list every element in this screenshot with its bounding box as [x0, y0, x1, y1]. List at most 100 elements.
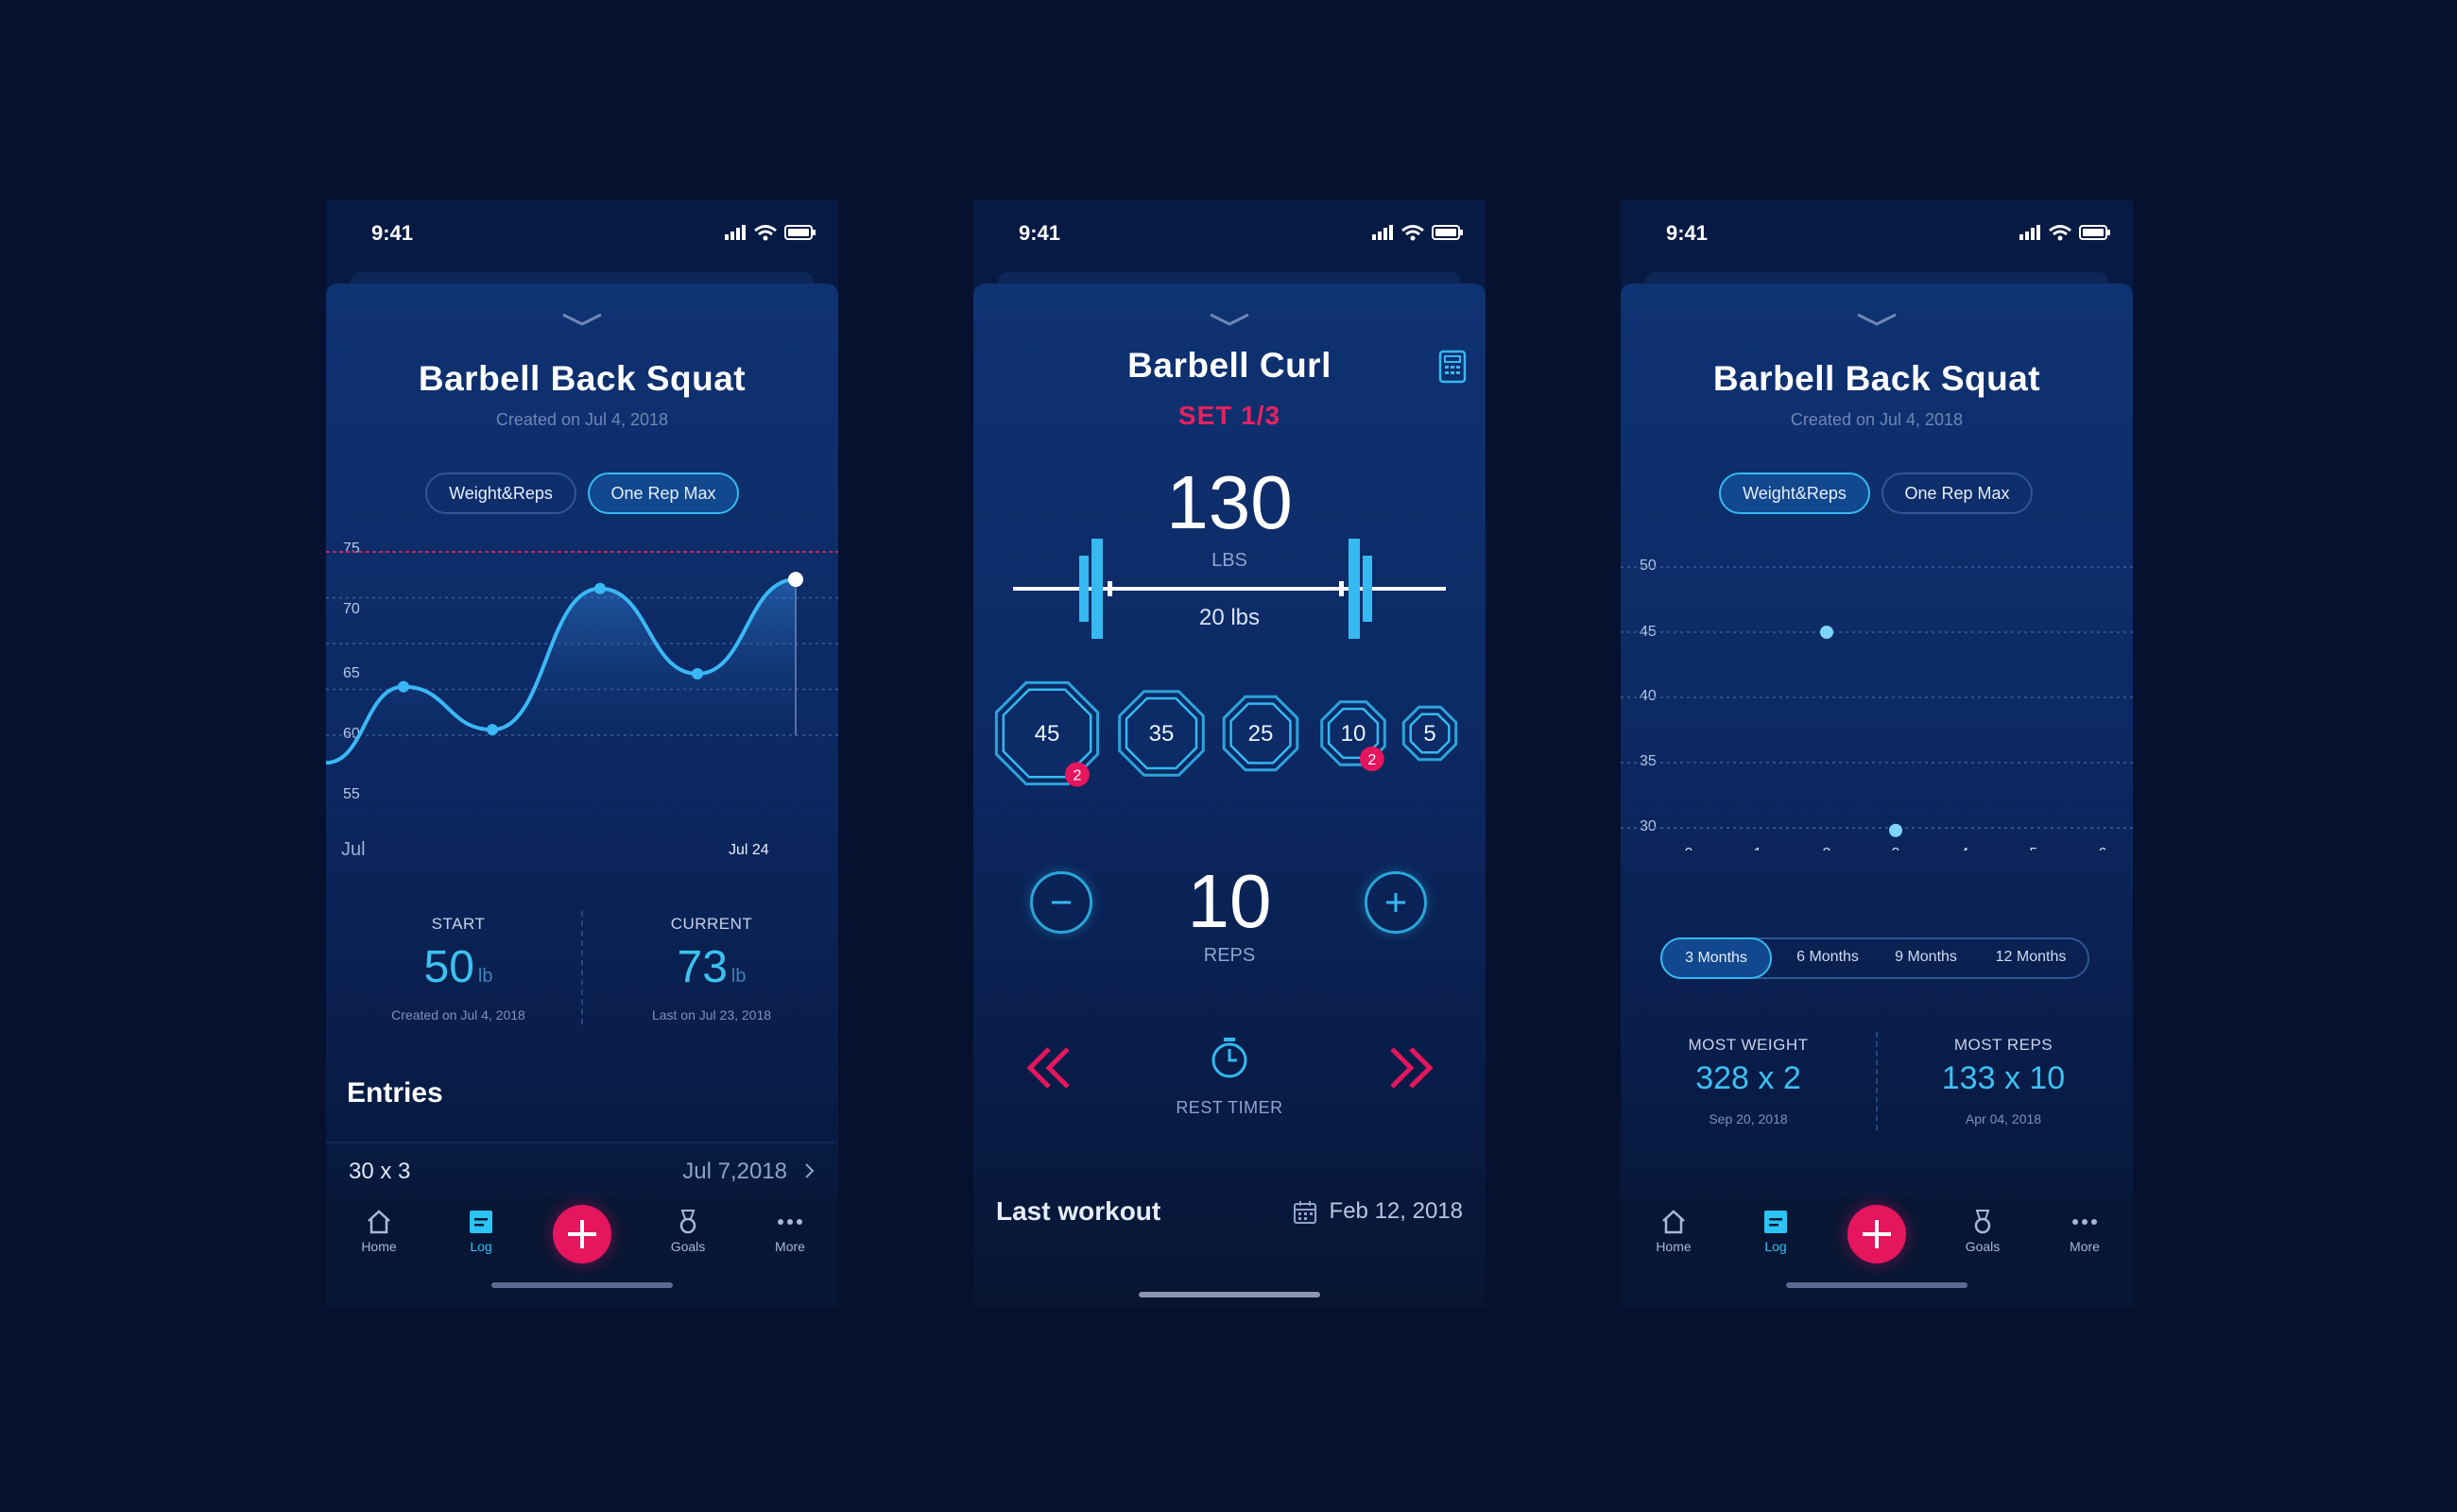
status-time: 9:41 — [1019, 221, 1061, 245]
tab-log[interactable]: Log — [443, 1209, 519, 1254]
add-fab-button[interactable] — [553, 1205, 611, 1263]
entry-row[interactable]: 30 x 3 Jul 7,2018 — [326, 1153, 838, 1191]
most-weight-value: 328 x 2 — [1695, 1060, 1801, 1096]
barbell-plate-left-small — [1079, 556, 1089, 622]
exercise-sheet: Barbell Back Squat Created on Jul 4, 201… — [1621, 284, 2133, 1308]
y-tick-label: 40 — [1640, 688, 1657, 704]
add-fab-button[interactable] — [1847, 1205, 1906, 1263]
current-unit: lb — [730, 966, 747, 987]
range-6-months[interactable]: 6 Months — [1796, 949, 1859, 965]
tab-more[interactable]: More — [2047, 1209, 2122, 1254]
x-axis-end-label: Jul 24 — [729, 842, 769, 858]
status-icons — [2019, 225, 2110, 241]
tab-more[interactable]: More — [752, 1209, 828, 1254]
tab-goals[interactable]: Goals — [650, 1209, 726, 1254]
x-tick-label: 4 — [1961, 846, 1969, 850]
y-tick-label: 30 — [1640, 818, 1657, 834]
status-bar: 9:41 — [326, 200, 838, 282]
plate-25-button[interactable]: 25 — [1222, 695, 1299, 772]
wifi-icon — [2049, 225, 2071, 236]
home-icon — [368, 1210, 390, 1234]
tab-home[interactable]: Home — [1636, 1209, 1711, 1254]
home-indicator — [1139, 1292, 1320, 1297]
chevron-down-icon[interactable] — [561, 312, 603, 327]
range-12-months[interactable]: 12 Months — [1995, 949, 2067, 965]
chevron-down-icon[interactable] — [1856, 312, 1898, 327]
tab-log-label: Log — [470, 1239, 492, 1254]
plate-45-button[interactable]: 45 2 — [994, 680, 1100, 787]
barbell-collar-right — [1339, 581, 1344, 596]
current-number: 73 — [677, 942, 728, 992]
entry-date: Jul 7,2018 — [682, 1159, 787, 1184]
decrement-reps-button[interactable] — [1030, 871, 1092, 934]
most-reps-label: MOST REPS — [1953, 1036, 2053, 1054]
last-workout-date[interactable]: Feb 12, 2018 — [1329, 1198, 1463, 1224]
current-sub: Last on Jul 23, 2018 — [651, 1007, 772, 1022]
status-bar: 9:41 — [1621, 200, 2133, 282]
start-value: 50 lb — [364, 941, 553, 993]
plate-outer-ring — [1320, 700, 1386, 766]
battery-icon — [784, 225, 816, 240]
plate-5-button[interactable]: 5 — [1401, 705, 1458, 762]
data-point — [594, 582, 606, 594]
tab-log[interactable]: Log — [1738, 1209, 1813, 1254]
reps-label: REPS — [1203, 945, 1256, 966]
data-point — [788, 572, 803, 588]
tab-home-label: Home — [361, 1239, 397, 1254]
y-tick-label: 50 — [1640, 558, 1657, 574]
plate-inner-ring — [1125, 696, 1198, 770]
chevron-down-icon[interactable] — [1209, 312, 1250, 327]
plate-outer-ring — [1118, 690, 1205, 777]
range-3-months[interactable]: 3 Months — [1660, 937, 1772, 979]
more-dots-icon — [2072, 1219, 2097, 1225]
plus-icon — [1386, 893, 1405, 912]
segment-weight-reps[interactable]: Weight&Reps — [1719, 472, 1870, 514]
segment-one-rep-max[interactable]: One Rep Max — [588, 472, 739, 514]
exercise-title: Barbell Curl — [1127, 346, 1332, 385]
plate-35-button[interactable]: 35 — [1118, 690, 1205, 777]
battery-icon — [1432, 225, 1463, 240]
home-icon — [1662, 1210, 1685, 1234]
previous-set-double-chevron-icon[interactable] — [1026, 1045, 1074, 1091]
next-set-double-chevron-icon[interactable] — [1386, 1045, 1434, 1091]
current-value: 73 lb — [617, 941, 806, 993]
data-point — [1889, 823, 1902, 837]
plus-icon — [1863, 1220, 1891, 1248]
chart-area — [326, 579, 796, 764]
segment-weight-reps[interactable]: Weight&Reps — [425, 472, 576, 514]
entries-heading: Entries — [347, 1077, 443, 1108]
reps-value: 10 — [1187, 859, 1272, 943]
tab-goals[interactable]: Goals — [1945, 1209, 2020, 1254]
tab-log-label: Log — [1764, 1239, 1787, 1254]
plus-icon — [568, 1220, 596, 1248]
y-tick-label: 65 — [343, 665, 360, 681]
phone-screen-workout: 9:41 Barbell Curl SET 1/3 130 LBS 20 — [973, 200, 1486, 1308]
y-tick-label: 70 — [343, 601, 360, 617]
plate-count-badge — [1359, 747, 1384, 771]
segment-one-rep-max[interactable]: One Rep Max — [1881, 472, 2033, 514]
most-reps-date: Apr 04, 2018 — [1965, 1111, 2042, 1126]
start-number: 50 — [423, 942, 474, 992]
minus-icon — [1052, 901, 1071, 904]
plate-10-button[interactable]: 102 — [1320, 700, 1386, 771]
plate-label: 45 — [1035, 721, 1060, 747]
plate-outer-ring — [1222, 695, 1299, 772]
y-tick-label: 55 — [343, 786, 360, 802]
plate-count-badge — [1064, 762, 1090, 787]
plate-label: 10 — [1341, 721, 1366, 747]
range-9-months[interactable]: 9 Months — [1895, 949, 1957, 965]
data-point — [1820, 626, 1833, 639]
stopwatch-icon[interactable] — [1209, 1036, 1250, 1079]
signal-icon — [725, 225, 746, 240]
tab-more-label: More — [2070, 1239, 2100, 1254]
plate-inner-ring — [1229, 702, 1292, 765]
x-tick-label: 0 — [1685, 846, 1693, 850]
calculator-icon[interactable] — [1438, 350, 1467, 384]
increment-reps-button[interactable] — [1365, 871, 1427, 934]
medal-icon — [679, 1210, 696, 1234]
most-reps-value: 133 x 10 — [1941, 1060, 2066, 1096]
bar-weight-label: 20 lbs — [1198, 605, 1261, 630]
tab-home[interactable]: Home — [341, 1209, 417, 1254]
start-sub: Created on Jul 4, 2018 — [391, 1007, 525, 1022]
